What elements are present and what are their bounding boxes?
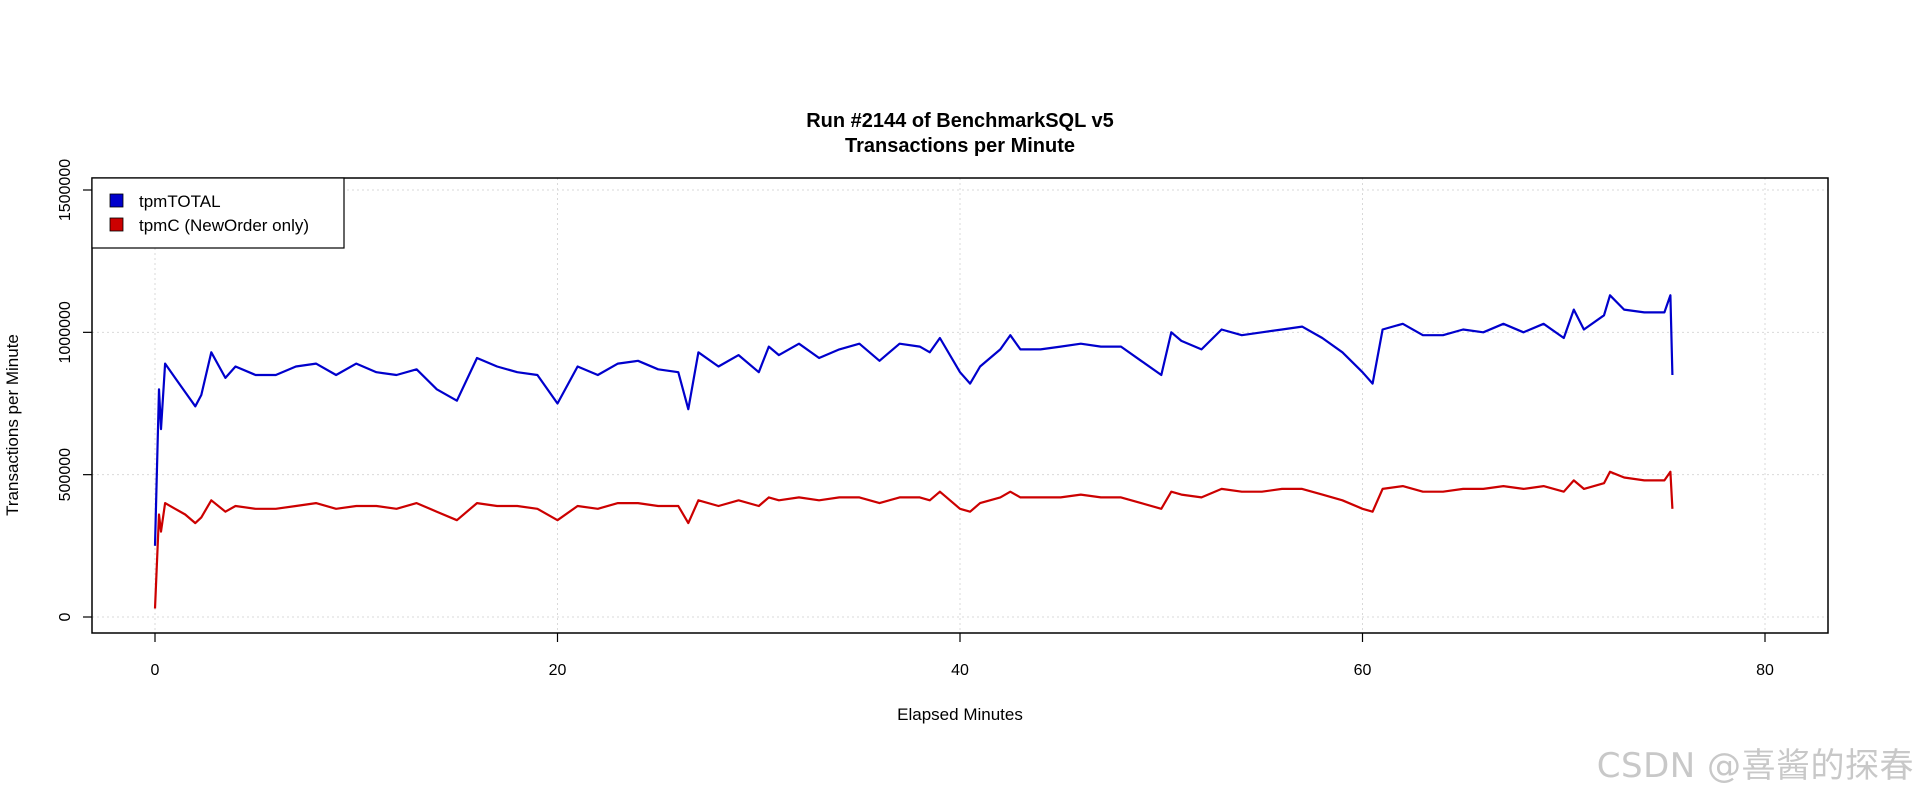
y-tick-label: 0 bbox=[57, 612, 74, 621]
x-tick-label: 0 bbox=[151, 662, 160, 679]
series-line-tpmtotal bbox=[153, 294, 1674, 546]
x-tick-label: 60 bbox=[1354, 662, 1372, 679]
x-tick-label: 80 bbox=[1756, 662, 1774, 679]
legend-box bbox=[91, 177, 345, 249]
legend: tpmTOTAL tpmC (NewOrder only) bbox=[91, 177, 345, 249]
x-tick-label: 40 bbox=[951, 662, 969, 679]
axis-layer: 0 20 40 60 80 0 500000 1000000 1500000 bbox=[57, 159, 1774, 679]
grid-layer bbox=[92, 178, 1828, 633]
watermark: CSDN @喜酱的探春 bbox=[1596, 746, 1914, 786]
legend-swatch-tpmc bbox=[109, 217, 124, 232]
y-tick-label: 1000000 bbox=[57, 301, 74, 363]
chart-title: Run #2144 of BenchmarkSQL v5 bbox=[806, 110, 1114, 132]
legend-swatch-tpmtotal bbox=[109, 193, 124, 208]
series-layer bbox=[153, 294, 1674, 609]
x-tick-label: 20 bbox=[549, 662, 567, 679]
y-axis-label: Transactions per Minute bbox=[3, 334, 22, 516]
chart-subtitle: Transactions per Minute bbox=[845, 135, 1075, 157]
legend-label-tpmc: tpmC (NewOrder only) bbox=[139, 216, 309, 235]
y-tick-label: 500000 bbox=[57, 448, 74, 501]
series-line-tpmc bbox=[153, 470, 1674, 609]
legend-label-tpmtotal: tpmTOTAL bbox=[139, 192, 221, 211]
x-axis-label: Elapsed Minutes bbox=[897, 705, 1023, 724]
y-tick-label: 1500000 bbox=[57, 159, 74, 221]
